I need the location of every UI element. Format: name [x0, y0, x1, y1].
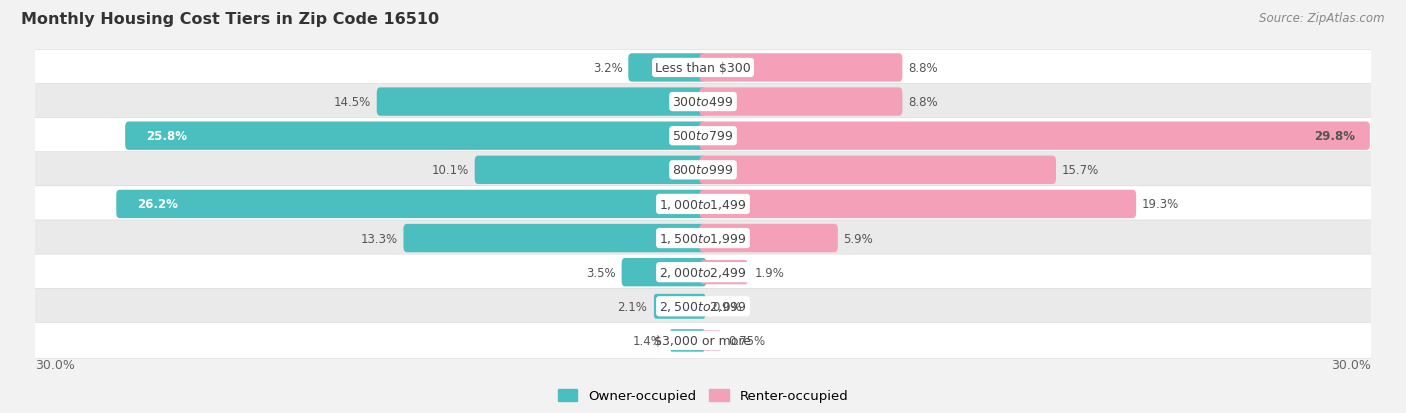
FancyBboxPatch shape [34, 221, 1372, 256]
Text: 0.0%: 0.0% [711, 300, 741, 313]
Text: $1,500 to $1,999: $1,500 to $1,999 [659, 232, 747, 245]
FancyBboxPatch shape [700, 122, 1369, 150]
Text: 10.1%: 10.1% [432, 164, 470, 177]
FancyBboxPatch shape [475, 156, 706, 185]
Text: Monthly Housing Cost Tiers in Zip Code 16510: Monthly Housing Cost Tiers in Zip Code 1… [21, 12, 439, 27]
FancyBboxPatch shape [34, 289, 1372, 325]
FancyBboxPatch shape [700, 261, 748, 285]
Text: 29.8%: 29.8% [1315, 130, 1355, 143]
FancyBboxPatch shape [34, 186, 1372, 223]
Text: $1,000 to $1,499: $1,000 to $1,499 [659, 197, 747, 211]
Text: Source: ZipAtlas.com: Source: ZipAtlas.com [1260, 12, 1385, 25]
Text: 30.0%: 30.0% [35, 358, 75, 372]
FancyBboxPatch shape [404, 224, 706, 253]
Legend: Owner-occupied, Renter-occupied: Owner-occupied, Renter-occupied [558, 389, 848, 402]
FancyBboxPatch shape [377, 88, 706, 116]
Text: $300 to $499: $300 to $499 [672, 96, 734, 109]
FancyBboxPatch shape [34, 84, 1372, 120]
Text: 8.8%: 8.8% [908, 62, 938, 75]
Text: 3.2%: 3.2% [593, 62, 623, 75]
Text: 2.1%: 2.1% [617, 300, 647, 313]
FancyBboxPatch shape [700, 190, 1136, 218]
Text: 8.8%: 8.8% [908, 96, 938, 109]
FancyBboxPatch shape [34, 323, 1372, 358]
FancyBboxPatch shape [125, 122, 706, 150]
FancyBboxPatch shape [700, 224, 838, 253]
Text: 19.3%: 19.3% [1142, 198, 1178, 211]
Text: $500 to $799: $500 to $799 [672, 130, 734, 143]
Text: $3,000 or more: $3,000 or more [655, 334, 751, 347]
FancyBboxPatch shape [117, 190, 706, 218]
FancyBboxPatch shape [628, 54, 706, 83]
FancyBboxPatch shape [702, 330, 720, 351]
FancyBboxPatch shape [34, 50, 1372, 86]
FancyBboxPatch shape [700, 54, 903, 83]
Text: 15.7%: 15.7% [1062, 164, 1098, 177]
FancyBboxPatch shape [34, 118, 1372, 154]
Text: $2,000 to $2,499: $2,000 to $2,499 [659, 266, 747, 280]
Text: 1.4%: 1.4% [633, 334, 662, 347]
Text: 3.5%: 3.5% [586, 266, 616, 279]
Text: $2,500 to $2,999: $2,500 to $2,999 [659, 299, 747, 313]
Text: 1.9%: 1.9% [754, 266, 785, 279]
Text: 5.9%: 5.9% [844, 232, 873, 245]
Text: 13.3%: 13.3% [361, 232, 398, 245]
FancyBboxPatch shape [621, 259, 706, 287]
FancyBboxPatch shape [34, 254, 1372, 291]
FancyBboxPatch shape [700, 156, 1056, 185]
Text: 0.75%: 0.75% [728, 334, 766, 347]
Text: 14.5%: 14.5% [335, 96, 371, 109]
FancyBboxPatch shape [671, 329, 704, 352]
Text: 25.8%: 25.8% [146, 130, 187, 143]
Text: 30.0%: 30.0% [1331, 358, 1371, 372]
Text: Less than $300: Less than $300 [655, 62, 751, 75]
FancyBboxPatch shape [654, 294, 706, 319]
FancyBboxPatch shape [34, 152, 1372, 188]
FancyBboxPatch shape [700, 88, 903, 116]
Text: 26.2%: 26.2% [138, 198, 179, 211]
Text: $800 to $999: $800 to $999 [672, 164, 734, 177]
